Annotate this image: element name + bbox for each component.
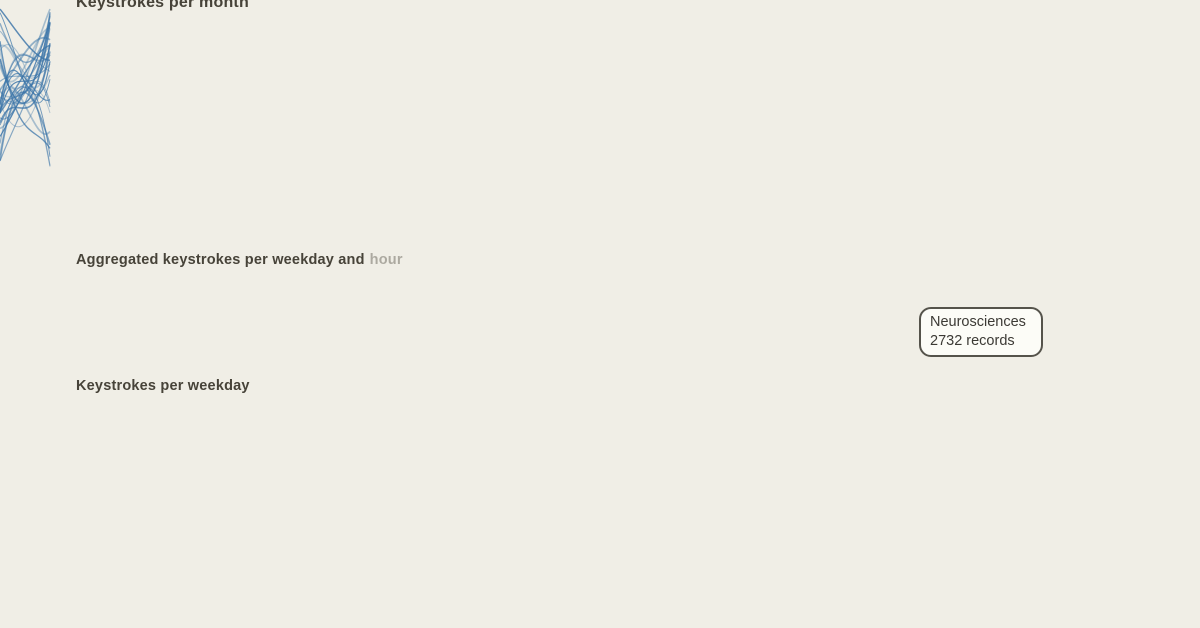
bump-line	[0, 8, 51, 62]
network-callout: Neurosciences 2732 records	[919, 307, 1043, 357]
callout-records: 2732 records	[930, 333, 1015, 349]
facet-chart-title: Aggregated keystrokes per weekday and hou…	[76, 252, 403, 268]
facet-title-main: Aggregated keystrokes per weekday and	[76, 252, 365, 268]
bump-line	[0, 12, 51, 104]
callout-topic: Neurosciences	[930, 314, 1026, 330]
bump-line	[0, 51, 51, 128]
bump-line	[0, 45, 51, 98]
bump-line	[0, 41, 51, 149]
bump-line	[0, 74, 51, 105]
bump-line	[0, 86, 51, 135]
bump-line	[0, 72, 51, 112]
bump-line	[0, 36, 51, 91]
left-strip-charts	[0, 8, 51, 167]
bump-line	[0, 44, 51, 114]
bump-line	[0, 63, 51, 82]
bump-line	[0, 44, 51, 114]
weekday-chart-title: Keystrokes per weekday	[76, 378, 250, 394]
bump-line	[0, 86, 51, 157]
bump-line	[0, 49, 51, 90]
bar-chart-title: Keystrokes per month	[76, 0, 249, 11]
bump-line	[0, 44, 51, 89]
bump-line	[0, 27, 51, 83]
facet-title-faded: hour	[369, 252, 403, 268]
bump-line	[0, 16, 51, 63]
bump-line	[0, 12, 51, 111]
